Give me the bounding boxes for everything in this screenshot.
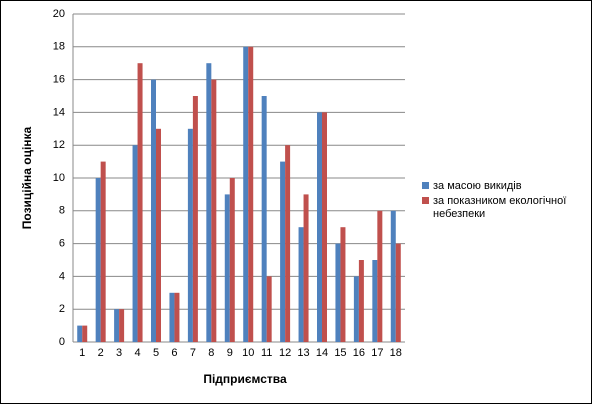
bar bbox=[377, 210, 383, 342]
bar bbox=[206, 63, 212, 342]
y-tick-label: 14 bbox=[53, 106, 65, 118]
bar bbox=[132, 145, 138, 342]
x-tick-label: 8 bbox=[208, 347, 214, 359]
bar bbox=[243, 46, 249, 343]
bar bbox=[229, 178, 235, 342]
x-tick-label: 5 bbox=[153, 347, 159, 359]
bar bbox=[82, 325, 88, 342]
y-tick-label: 18 bbox=[53, 41, 65, 53]
bar bbox=[211, 79, 217, 342]
bar bbox=[280, 161, 286, 342]
bar bbox=[390, 210, 396, 342]
bar bbox=[372, 260, 378, 342]
x-tick-label: 10 bbox=[242, 347, 254, 359]
x-tick-label: 2 bbox=[98, 347, 104, 359]
bar bbox=[77, 325, 83, 342]
y-tick-label: 10 bbox=[53, 172, 65, 184]
bar bbox=[156, 128, 161, 342]
bar bbox=[340, 227, 346, 342]
y-tick-label: 12 bbox=[53, 139, 65, 151]
legend-label: за масою викидів bbox=[433, 180, 522, 192]
bar bbox=[187, 128, 193, 342]
bar bbox=[285, 145, 291, 342]
y-tick-label: 2 bbox=[59, 303, 65, 315]
bar bbox=[192, 96, 198, 342]
legend-swatch bbox=[422, 182, 429, 189]
x-tick-label: 4 bbox=[134, 347, 140, 359]
x-tick-label: 18 bbox=[390, 347, 402, 359]
x-tick-label: 9 bbox=[227, 347, 233, 359]
x-tick-label: 14 bbox=[316, 347, 328, 359]
legend-swatch bbox=[422, 197, 429, 204]
bar bbox=[169, 292, 175, 342]
x-tick-label: 11 bbox=[261, 347, 272, 359]
bar bbox=[261, 96, 267, 342]
bar bbox=[335, 243, 341, 342]
x-tick-label: 13 bbox=[297, 347, 309, 359]
y-tick-label: 6 bbox=[59, 238, 65, 250]
x-tick-label: 15 bbox=[334, 347, 346, 359]
legend-label: за показником екологічної небезпеки bbox=[433, 195, 566, 220]
x-tick-label: 17 bbox=[371, 347, 383, 359]
bar bbox=[119, 309, 125, 342]
y-tick-label: 0 bbox=[59, 336, 65, 348]
x-tick-label: 7 bbox=[190, 347, 196, 359]
bar bbox=[95, 178, 101, 342]
x-tick-label: 16 bbox=[353, 347, 365, 359]
x-tick-label: 6 bbox=[171, 347, 177, 359]
bar bbox=[395, 243, 401, 342]
bar bbox=[224, 194, 230, 342]
y-tick-label: 8 bbox=[59, 205, 65, 217]
x-tick-label: 1 bbox=[79, 347, 85, 359]
y-tick-label: 4 bbox=[59, 270, 65, 282]
y-tick-label: 20 bbox=[53, 8, 65, 20]
x-axis-label: Підприємства bbox=[203, 372, 287, 386]
bar bbox=[298, 227, 304, 342]
bar bbox=[114, 309, 120, 342]
bar bbox=[317, 112, 322, 343]
x-tick-label: 12 bbox=[279, 347, 291, 359]
bar bbox=[174, 292, 180, 342]
x-tick-label: 3 bbox=[116, 347, 122, 359]
bar bbox=[266, 276, 272, 342]
y-axis-label: Позиційна оцінка bbox=[20, 126, 34, 229]
bar bbox=[248, 46, 254, 343]
bar bbox=[137, 63, 143, 342]
bar bbox=[303, 194, 309, 342]
bar bbox=[358, 260, 364, 342]
bar bbox=[151, 79, 156, 342]
bar bbox=[353, 276, 359, 342]
y-tick-label: 16 bbox=[53, 74, 65, 86]
bar bbox=[100, 161, 106, 342]
bar bbox=[322, 112, 327, 343]
